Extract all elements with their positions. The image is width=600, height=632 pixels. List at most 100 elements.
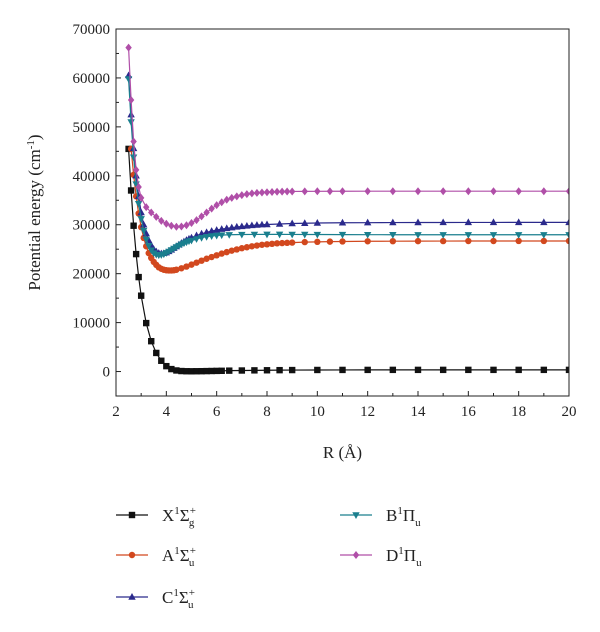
data-point: [490, 237, 497, 245]
legend-label: D1Πu: [386, 545, 422, 569]
data-point: [301, 187, 308, 196]
data-point: [313, 231, 322, 239]
legend-label-multiplicity: 1: [173, 587, 179, 599]
data-point: [153, 349, 160, 357]
data-point: [565, 366, 569, 374]
data-point: [203, 255, 210, 262]
data-point: [326, 238, 334, 245]
data-point: [218, 250, 225, 257]
data-point: [414, 232, 422, 239]
data-point: [137, 292, 145, 299]
data-point: [173, 222, 180, 231]
data-point: [137, 216, 145, 223]
data-point: [202, 234, 211, 241]
data-point: [263, 220, 271, 228]
data-point: [565, 187, 569, 196]
data-point: [326, 187, 334, 196]
data-point: [248, 189, 256, 198]
legend-label-multiplicity: 1: [174, 505, 180, 517]
data-point: [258, 241, 266, 248]
data-point: [540, 366, 548, 374]
data-point: [203, 208, 210, 217]
y-tick-label: 0: [103, 365, 111, 381]
data-point: [197, 235, 206, 242]
legend-marker: [128, 551, 136, 559]
data-point: [389, 366, 397, 374]
data-point: [273, 240, 281, 247]
data-point: [228, 223, 236, 231]
data-point: [389, 232, 397, 239]
data-point: [414, 366, 422, 374]
data-point: [132, 250, 140, 258]
legend-label-symbol: Π: [403, 506, 415, 525]
series-b-state: [124, 76, 569, 260]
legend-label: X1Σ+ g: [162, 505, 196, 529]
data-point: [288, 187, 296, 196]
legend-marker: [128, 593, 136, 600]
data-point: [263, 188, 271, 197]
data-point: [223, 224, 231, 232]
data-point: [213, 252, 220, 259]
y-axis-label-main: Potential energy (cm: [25, 149, 44, 290]
x-tick-label: 2: [112, 404, 120, 420]
data-point: [225, 232, 233, 239]
data-point: [439, 366, 447, 374]
data-point: [158, 357, 165, 364]
data-point: [127, 95, 135, 104]
legend-label-symbol: Π: [404, 546, 416, 565]
data-point: [364, 187, 371, 196]
data-point: [226, 367, 233, 374]
data-point: [228, 193, 235, 202]
legend-label-sub: u: [415, 517, 421, 529]
data-point: [301, 219, 309, 226]
y-axis: 0 10000 20000 30000 40000 50000 60000 70000: [73, 22, 121, 381]
data-point: [364, 366, 371, 374]
data-point: [143, 319, 150, 327]
legend-label-multiplicity: 1: [398, 545, 404, 557]
y-tick-label: 60000: [73, 71, 111, 87]
legend-label: C1Σ+ u: [162, 587, 195, 611]
data-point: [338, 218, 347, 226]
data-point: [243, 190, 251, 199]
data-point: [313, 219, 322, 226]
data-point: [173, 266, 180, 273]
data-point: [187, 237, 196, 245]
legend-label-base: B: [386, 506, 397, 525]
data-point: [268, 240, 276, 248]
data-point: [183, 221, 190, 230]
data-point: [248, 243, 256, 250]
data-point: [130, 137, 137, 146]
data-point: [339, 366, 346, 374]
data-point: [339, 238, 346, 245]
data-point: [163, 362, 170, 370]
legend-label-sub: u: [188, 599, 194, 611]
data-point: [363, 218, 372, 226]
legend-label-base: C: [162, 588, 173, 607]
data-point: [238, 231, 246, 239]
data-point: [233, 246, 240, 253]
data-point: [439, 237, 447, 245]
legend-label-base: X: [162, 506, 174, 525]
data-point: [253, 188, 261, 197]
legend-marker: [128, 511, 136, 519]
data-point: [158, 216, 165, 225]
data-point: [183, 263, 190, 270]
data-point: [198, 212, 205, 221]
legend-marker: [352, 551, 360, 559]
legend-label-symbol: Σ: [180, 546, 190, 565]
data-point: [137, 193, 145, 202]
data-point: [193, 259, 200, 266]
data-point: [192, 236, 201, 243]
x-tick-label: 14: [411, 404, 427, 420]
data-point: [339, 187, 346, 196]
legend-item: C1Σ+ u: [116, 587, 195, 611]
data-point: [250, 231, 259, 239]
data-point: [243, 244, 251, 251]
data-point: [464, 232, 473, 239]
data-point: [188, 261, 195, 268]
x-tick-label: 4: [163, 404, 171, 420]
data-point: [288, 231, 296, 239]
x-axis: 2 4 6 8 10 12 14 16 18 20: [112, 391, 577, 420]
data-point: [253, 221, 261, 228]
